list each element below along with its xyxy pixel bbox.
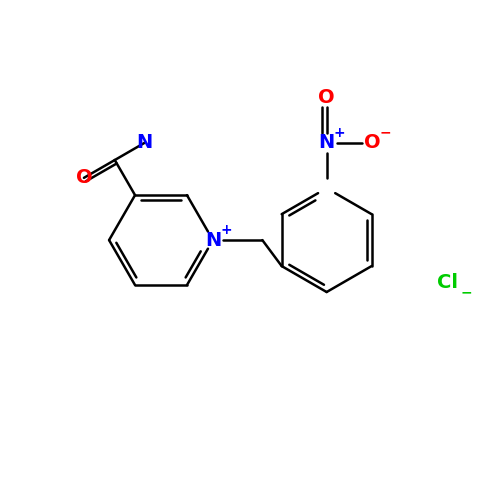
Text: +: + (220, 223, 232, 237)
Text: N: N (205, 230, 221, 250)
Text: O: O (318, 88, 335, 106)
Text: Cl: Cl (438, 272, 458, 291)
Text: N: N (318, 133, 335, 152)
Text: N: N (136, 133, 153, 152)
Text: −: − (380, 126, 392, 140)
Text: −: − (460, 285, 472, 299)
Text: +: + (333, 126, 345, 140)
Text: O: O (364, 133, 380, 152)
Text: O: O (76, 168, 92, 188)
